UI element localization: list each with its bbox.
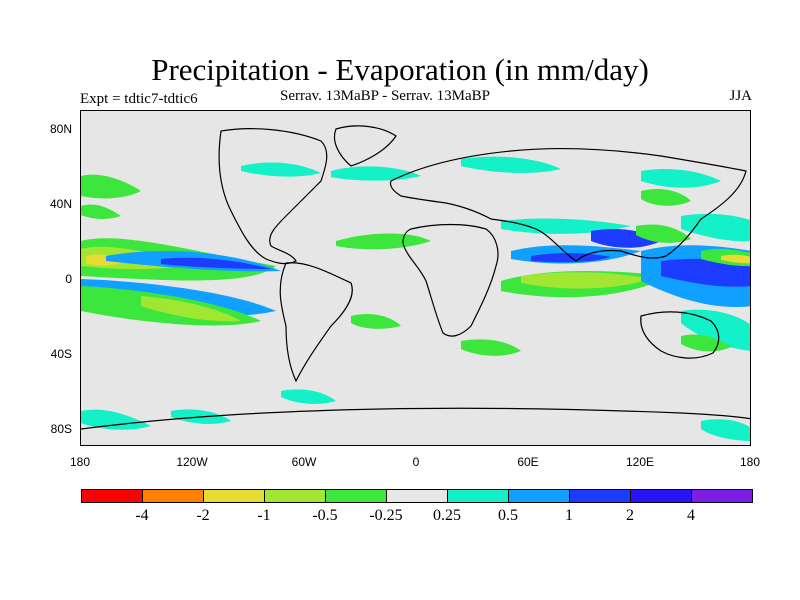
colorbar-box	[81, 489, 143, 503]
colorbar-label: 1	[565, 507, 573, 524]
colorbar-box	[508, 489, 570, 503]
pattern-patch	[721, 254, 750, 264]
pattern-patch	[641, 189, 691, 206]
lon-label-60e: 60E	[517, 455, 539, 469]
colorbar-label: -1	[257, 507, 271, 524]
pattern-patch	[681, 334, 731, 352]
colorbar-box	[325, 489, 387, 503]
colorbar-box	[569, 489, 631, 503]
pattern-patch	[81, 204, 121, 219]
coastline	[218, 128, 328, 265]
colorbar-box	[630, 489, 692, 503]
period-label: Serrav. 13MaBP - Serrav. 13MaBP	[280, 88, 490, 104]
coastline	[389, 147, 747, 262]
lat-label-0: 0	[65, 272, 72, 286]
colorbar-box	[142, 489, 204, 503]
colorbar-box	[264, 489, 326, 503]
map-svg	[81, 125, 750, 441]
pattern-patch	[336, 233, 431, 250]
pattern-patch	[281, 389, 336, 404]
lat-label-40s: 40S	[50, 347, 72, 361]
colorbar-label: -4	[135, 507, 149, 524]
pattern-patch	[641, 169, 721, 188]
coastline	[81, 407, 750, 430]
colorbar-box	[691, 489, 753, 503]
chart-title: Precipitation - Evaporation (in mm/day)	[151, 52, 649, 87]
pattern-patch	[461, 339, 521, 356]
colorbar-label: -2	[196, 507, 210, 524]
coastline	[640, 311, 720, 359]
lon-label-180w: 180	[69, 455, 91, 469]
pattern-patch	[701, 419, 750, 441]
pattern-patch	[636, 224, 691, 243]
pattern-patch	[351, 314, 401, 329]
coastline	[402, 223, 499, 337]
map-panel	[80, 110, 751, 446]
coastline	[333, 125, 397, 167]
pattern-patch	[161, 257, 271, 269]
colorbar-label: -0.25	[369, 507, 403, 524]
pattern-patch	[81, 409, 151, 430]
pattern-patch	[141, 296, 241, 322]
colorbar-label: -0.5	[312, 507, 338, 524]
lon-label-120w: 120W	[176, 455, 208, 469]
pattern-patch	[241, 162, 321, 177]
colorbar-label: 4	[687, 507, 695, 524]
pattern-patch	[681, 213, 750, 242]
pattern-patch	[521, 272, 651, 289]
lat-label-80n: 80N	[49, 122, 72, 136]
coastline	[279, 262, 353, 383]
season-label: JJA	[729, 88, 752, 104]
pattern-patch	[81, 174, 141, 199]
lat-label-40n: 40N	[49, 197, 72, 211]
colorbar-label: 2	[626, 507, 634, 524]
lon-label-180e: 180	[739, 455, 761, 469]
colorbar-label: 0.5	[498, 507, 518, 524]
pattern-patch	[681, 309, 750, 351]
pattern-patch	[461, 156, 561, 173]
lon-label-60w: 60W	[291, 455, 317, 469]
lon-label-120e: 120E	[625, 455, 655, 469]
pattern-patch	[661, 258, 750, 287]
lon-label-0: 0	[412, 455, 420, 469]
experiment-label: Expt = tdtic7-tdtic6	[80, 91, 198, 107]
lat-label-80s: 80S	[50, 422, 72, 436]
coastlines	[81, 125, 750, 430]
colorbar-label: 0.25	[433, 507, 461, 524]
colorbar-box	[386, 489, 448, 503]
colorbar-box	[203, 489, 265, 503]
colorbar-box	[447, 489, 509, 503]
